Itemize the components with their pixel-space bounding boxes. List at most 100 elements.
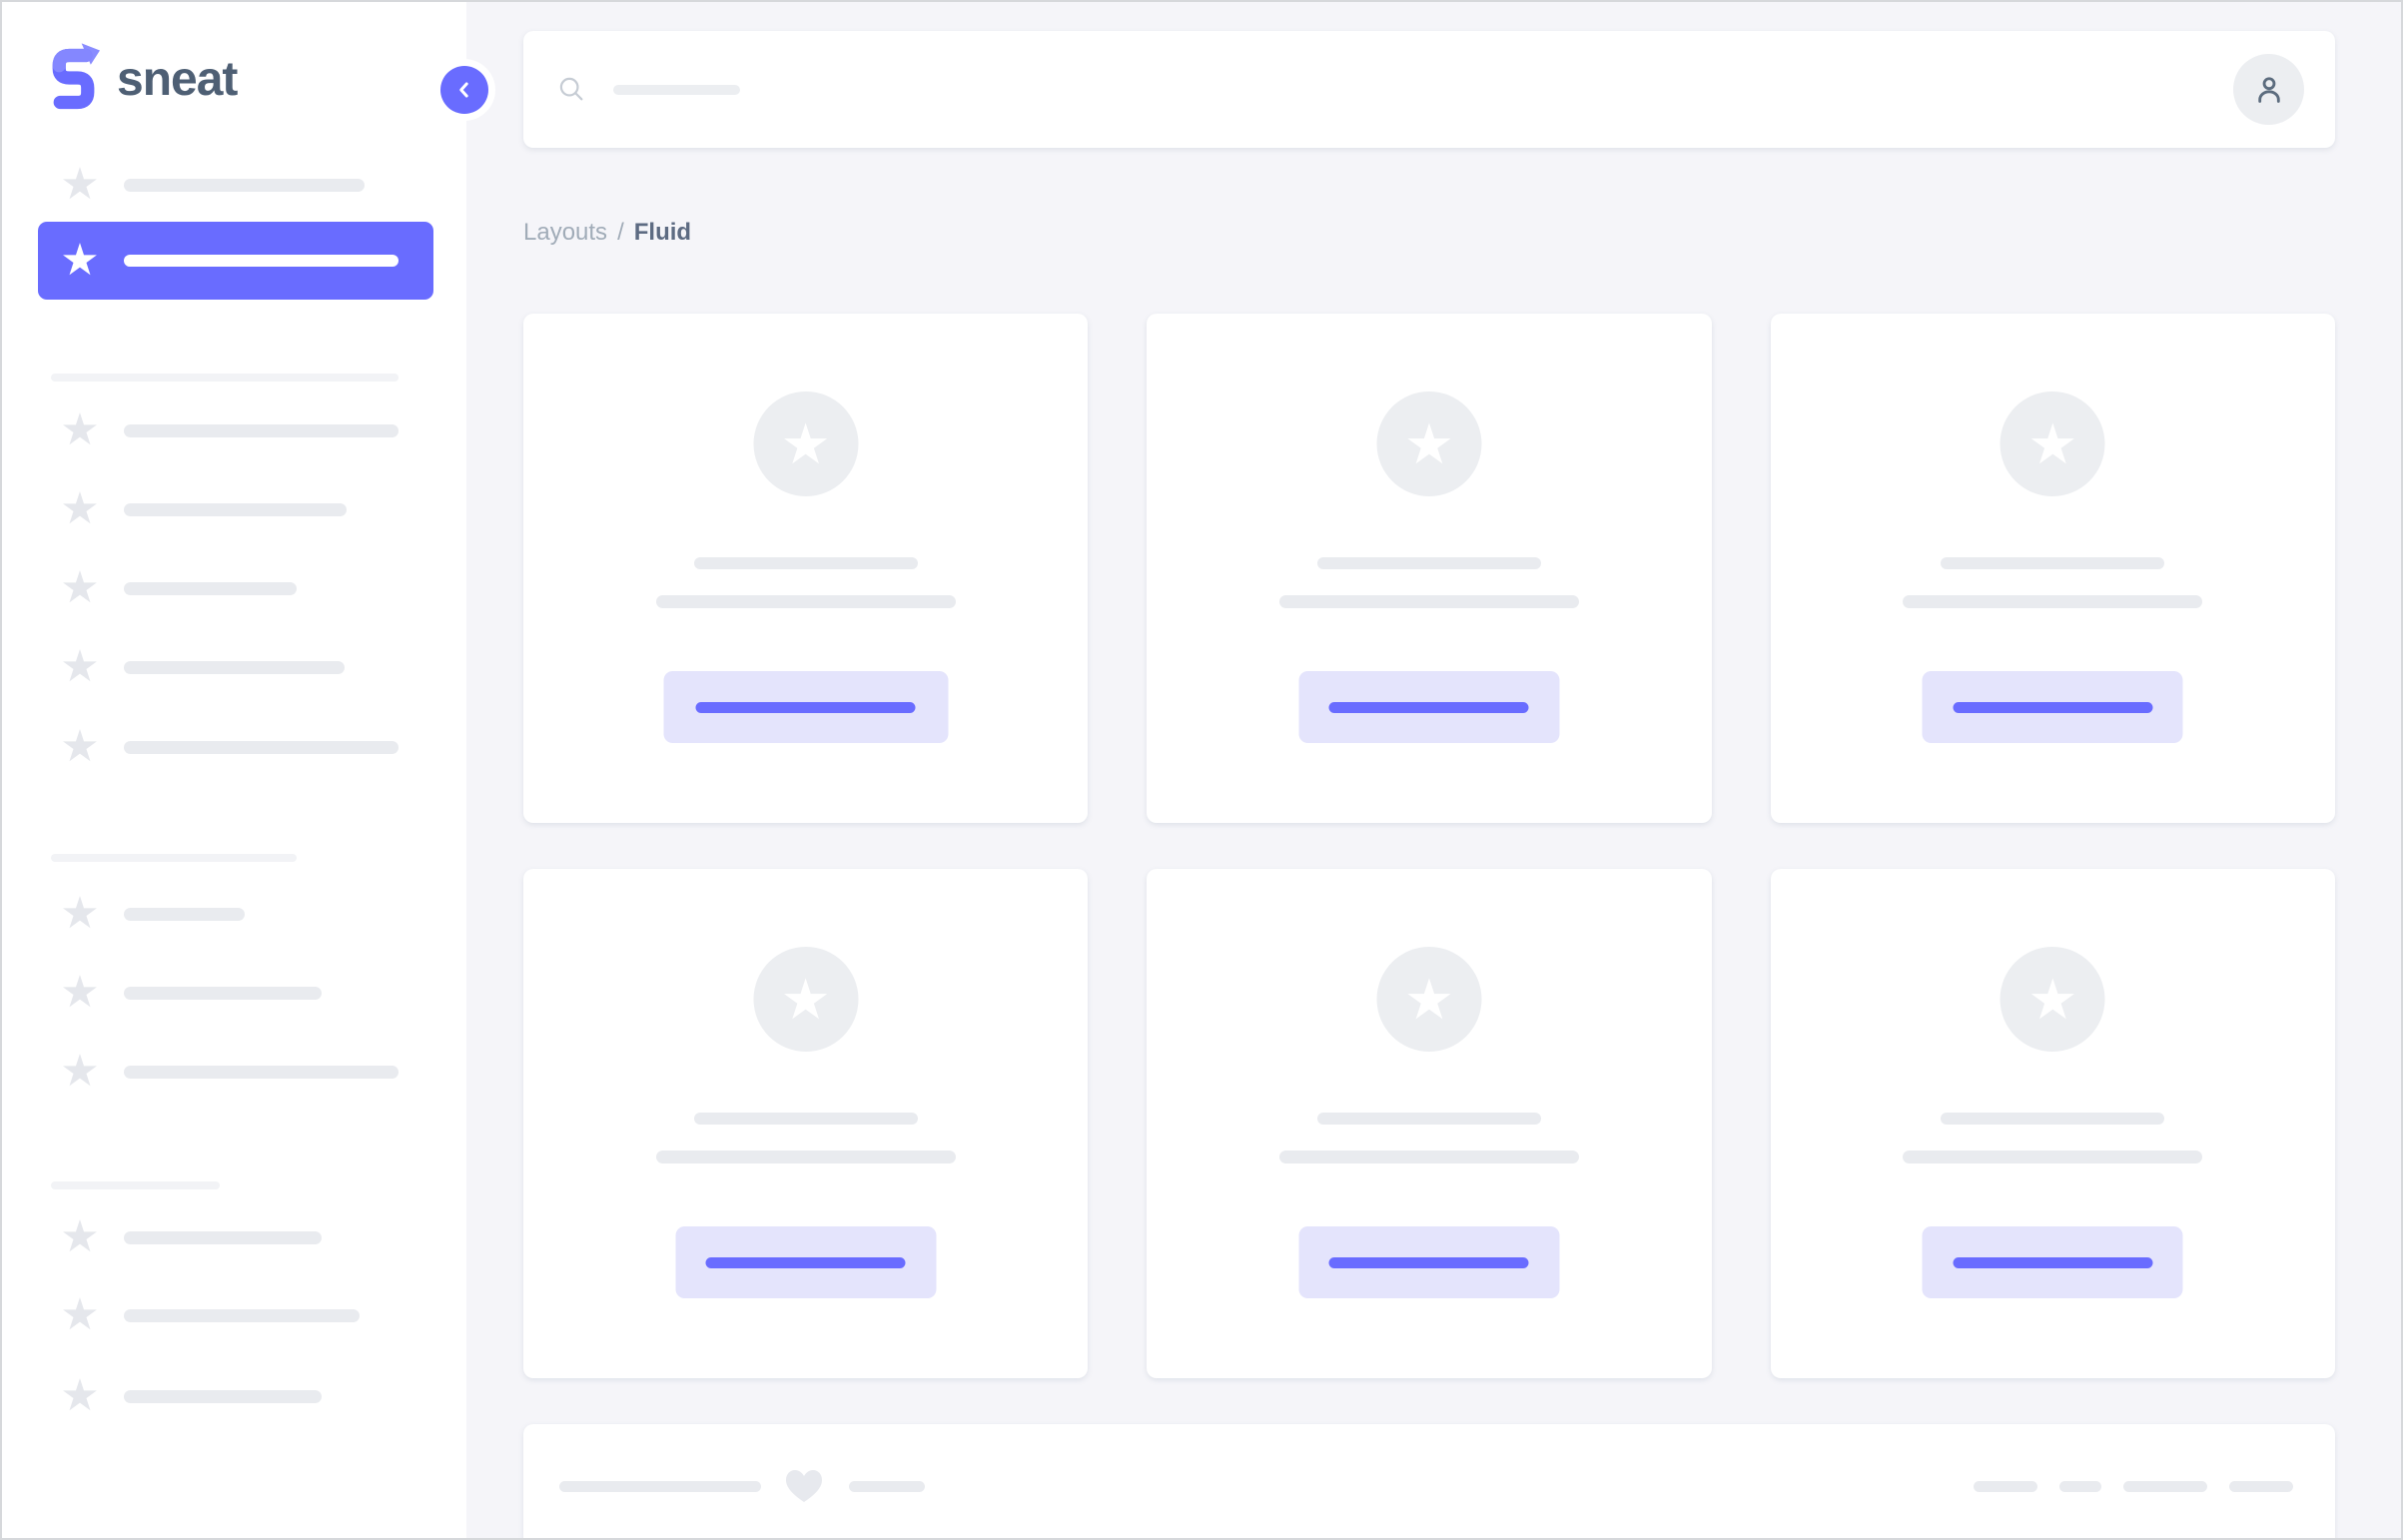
- search-icon: [559, 77, 583, 101]
- star-icon: ★: [60, 1290, 100, 1339]
- card-avatar-circle: ★: [753, 391, 859, 496]
- star-icon: ★: [60, 160, 100, 209]
- menu-label-placeholder: [124, 1230, 322, 1244]
- sidebar-menu-item[interactable]: ★: [2, 479, 466, 539]
- sidebar-menu-item[interactable]: ★: [2, 717, 466, 777]
- cards-grid: ★ ★ ★ ★ ★: [523, 314, 2335, 1378]
- button-label-placeholder: [1328, 1256, 1529, 1268]
- menu-label-placeholder: [124, 1389, 322, 1403]
- search-input[interactable]: [556, 74, 740, 105]
- footer-placeholder-bar: [2229, 1480, 2293, 1492]
- card-text-placeholder: [1941, 557, 2165, 569]
- card-avatar-circle: ★: [2000, 391, 2105, 496]
- content-card: ★: [523, 869, 1089, 1378]
- sidebar-collapse-button[interactable]: [433, 59, 495, 121]
- star-icon: ★: [1403, 967, 1455, 1031]
- card-action-button[interactable]: [675, 1226, 937, 1298]
- breadcrumb-current: Fluid: [633, 219, 692, 246]
- card-text-placeholder: [1903, 1151, 2203, 1163]
- breadcrumb: Layouts / Fluid: [523, 219, 2335, 246]
- card-text-placeholder: [1278, 1151, 1579, 1163]
- sidebar-menu-item[interactable]: ★: [2, 400, 466, 460]
- sidebar-menu-item[interactable]: ★: [2, 1285, 466, 1345]
- menu-label-placeholder: [124, 1308, 360, 1322]
- card-action-button[interactable]: [1298, 671, 1560, 743]
- star-icon: ★: [2027, 967, 2078, 1031]
- sidebar-menu-item[interactable]: ★: [2, 1366, 466, 1426]
- content-card: ★: [1770, 869, 2335, 1378]
- main-content: Layouts / Fluid ★ ★ ★ ★: [466, 2, 2401, 1538]
- person-icon: [2257, 76, 2280, 103]
- card-text-placeholder: [1316, 557, 1541, 569]
- footer-placeholder-bar: [1974, 1480, 2037, 1492]
- menu-label-placeholder: [124, 1065, 399, 1079]
- star-icon: ★: [1403, 411, 1455, 475]
- sidebar-menu-item[interactable]: ★: [2, 155, 466, 215]
- user-avatar-button[interactable]: [2233, 54, 2304, 125]
- star-icon: ★: [60, 722, 100, 771]
- star-icon: ★: [60, 484, 100, 533]
- star-icon: ★: [60, 1212, 100, 1261]
- star-icon: ★: [780, 967, 831, 1031]
- star-icon: ★: [60, 889, 100, 938]
- card-avatar-circle: ★: [753, 947, 859, 1052]
- menu-label-placeholder: [124, 178, 365, 192]
- card-text-placeholder: [693, 1113, 918, 1125]
- button-label-placeholder: [705, 1256, 906, 1268]
- footer-right-bars: [1974, 1480, 2293, 1492]
- menu-label-placeholder: [124, 740, 399, 754]
- content-card: ★: [1770, 314, 2335, 823]
- content-card: ★: [1147, 869, 1712, 1378]
- menu-label-placeholder: [124, 907, 245, 921]
- menu-label-placeholder: [124, 423, 399, 437]
- button-label-placeholder: [1953, 701, 2153, 713]
- content-card: ★: [1147, 314, 1712, 823]
- sidebar-menu-item[interactable]: ★: [2, 1042, 466, 1102]
- menu-section-divider: [51, 854, 297, 862]
- breadcrumb-separator: /: [617, 219, 624, 246]
- card-action-button[interactable]: [1922, 1226, 2183, 1298]
- star-icon: ★: [60, 563, 100, 612]
- card-action-button[interactable]: [1298, 1226, 1560, 1298]
- heart-icon[interactable]: [784, 1468, 824, 1504]
- menu-section-divider: [51, 374, 399, 382]
- card-action-button[interactable]: [1922, 671, 2183, 743]
- menu-label-placeholder: [124, 986, 322, 1000]
- button-label-placeholder: [695, 701, 916, 713]
- sidebar-menu-item[interactable]: ★: [2, 1207, 466, 1267]
- menu-label-placeholder: [124, 255, 399, 267]
- card-avatar-circle: ★: [1376, 947, 1482, 1052]
- star-icon: ★: [2027, 411, 2078, 475]
- card-avatar-circle: ★: [2000, 947, 2105, 1052]
- sidebar-menu-item[interactable]: ★: [2, 637, 466, 697]
- star-icon: ★: [780, 411, 831, 475]
- sidebar-menu-item[interactable]: ★: [2, 884, 466, 944]
- sidebar-menu-item[interactable]: ★: [2, 963, 466, 1023]
- star-icon: ★: [60, 1047, 100, 1096]
- sidebar: sneat ★ ★ ★ ★ ★ ★ ★ ★ ★: [2, 2, 495, 1538]
- star-icon: ★: [60, 642, 100, 691]
- footer-placeholder-bar: [2059, 1480, 2101, 1492]
- card-action-button[interactable]: [663, 671, 949, 743]
- card-avatar-circle: ★: [1376, 391, 1482, 496]
- button-label-placeholder: [1328, 701, 1529, 713]
- menu-section-divider: [51, 1181, 220, 1189]
- card-text-placeholder: [655, 595, 956, 608]
- star-icon: ★: [60, 968, 100, 1017]
- sidebar-menu-item-active[interactable]: ★: [38, 222, 433, 300]
- sidebar-menu-item[interactable]: ★: [2, 558, 466, 618]
- menu-label-placeholder: [124, 502, 347, 516]
- footer-placeholder-bar: [559, 1480, 761, 1492]
- footer-card: [523, 1424, 2335, 1538]
- chevron-left-icon: [440, 66, 488, 114]
- footer-placeholder-bar: [849, 1480, 925, 1492]
- card-text-placeholder: [693, 557, 918, 569]
- content-card: ★: [523, 314, 1089, 823]
- footer-placeholder-bar: [2123, 1480, 2207, 1492]
- button-label-placeholder: [1953, 1256, 2153, 1268]
- breadcrumb-link-layouts[interactable]: Layouts: [523, 219, 608, 246]
- menu-label-placeholder: [124, 581, 297, 595]
- brand[interactable]: sneat: [47, 42, 238, 116]
- menu-label-placeholder: [124, 660, 345, 674]
